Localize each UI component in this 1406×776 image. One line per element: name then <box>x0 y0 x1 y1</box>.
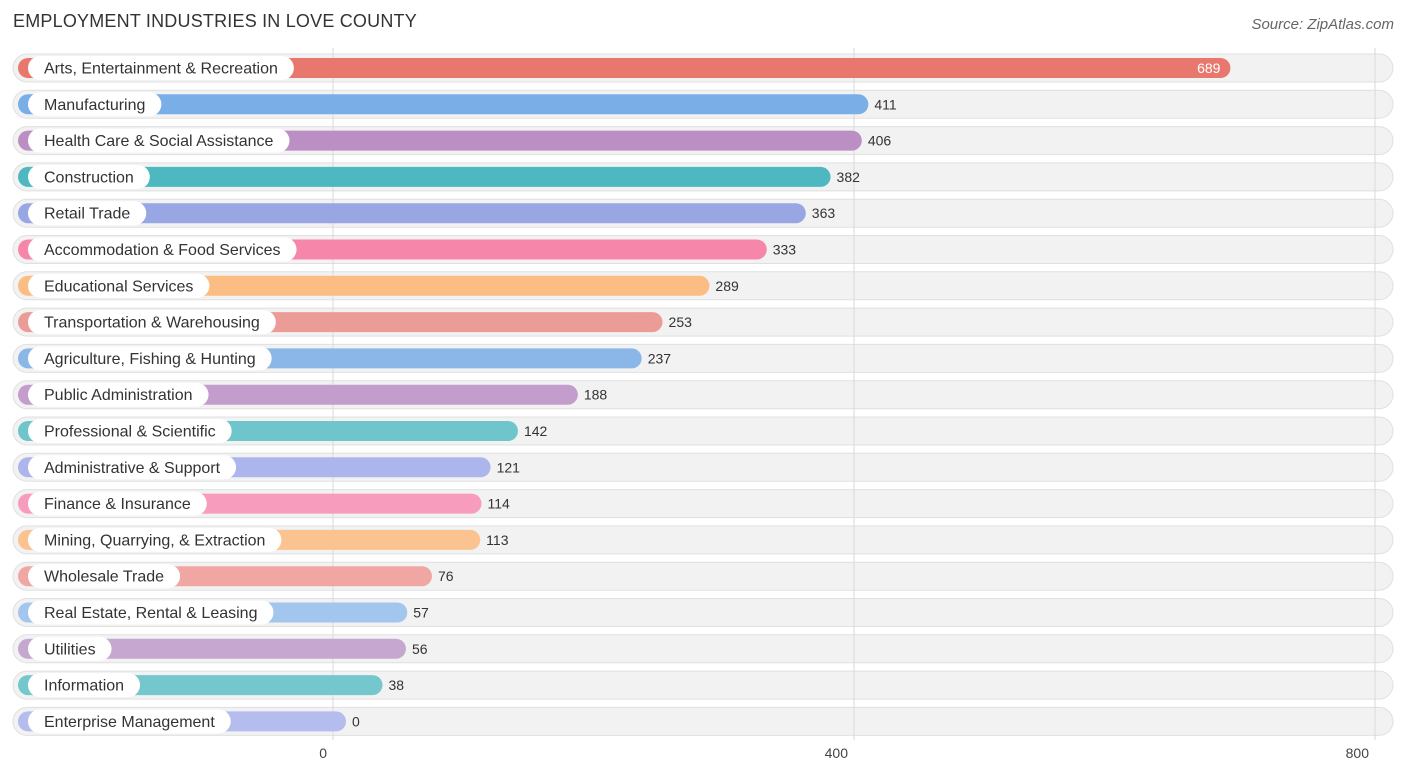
bar-row: Information 38 <box>18 673 404 698</box>
category-label-bg <box>28 128 290 153</box>
bar-row: Mining, Quarrying, & Extraction 113 <box>18 527 509 552</box>
bar-track <box>12 706 1394 736</box>
bar <box>18 203 806 224</box>
category-label-bg <box>28 419 232 443</box>
value-label: 121 <box>497 459 521 475</box>
value-label: 363 <box>812 205 836 221</box>
category-label-bg <box>28 527 282 552</box>
bar-row: Wholesale Trade 76 <box>18 564 454 589</box>
x-tick-label: 800 <box>1346 745 1370 761</box>
value-label: 253 <box>669 314 693 330</box>
category-label-bg <box>28 491 207 516</box>
category-label: Construction <box>44 169 134 186</box>
category-label-bg <box>28 92 162 117</box>
category-label: Health Care & Social Assistance <box>44 133 274 150</box>
category-label: Real Estate, Rental & Leasing <box>44 605 257 622</box>
bar-row: Health Care & Social Assistance 406 <box>18 128 892 153</box>
bar <box>18 94 869 115</box>
bar-row: Real Estate, Rental & Leasing 57 <box>18 600 429 625</box>
category-label: Finance & Insurance <box>44 496 191 513</box>
category-label: Arts, Entertainment & Recreation <box>44 61 278 78</box>
bar-row: Transportation & Warehousing 253 <box>18 310 693 335</box>
bar-row: Arts, Entertainment & Recreation 689 <box>18 56 1231 80</box>
chart-title: EMPLOYMENT INDUSTRIES IN LOVE COUNTY <box>13 11 417 31</box>
bar-row: Utilities 56 <box>18 636 428 661</box>
bar-row: Agriculture, Fishing & Hunting 237 <box>18 346 672 371</box>
category-label-bg <box>28 455 237 480</box>
category-label: Public Administration <box>44 387 193 404</box>
category-label-bg <box>28 201 147 226</box>
value-label: 0 <box>352 713 360 729</box>
category-label: Administrative & Support <box>44 460 221 477</box>
value-label: 333 <box>773 242 797 258</box>
x-tick-label: 400 <box>825 745 849 761</box>
category-label: Wholesale Trade <box>44 569 164 586</box>
bar-row: Educational Services 289 <box>18 273 739 298</box>
bar-row: Finance & Insurance 114 <box>18 491 510 516</box>
category-label-bg <box>28 564 181 589</box>
bar-row: Accommodation & Food Services 333 <box>18 237 797 262</box>
bar-row: Administrative & Support 121 <box>18 455 521 480</box>
category-label: Information <box>44 678 124 695</box>
category-label: Retail Trade <box>44 206 130 223</box>
bar-row: Public Administration 188 <box>18 382 608 407</box>
value-label: 237 <box>648 350 672 366</box>
category-label-bg <box>28 310 276 335</box>
category-label: Utilities <box>44 641 96 658</box>
category-label-bg <box>28 273 210 298</box>
category-label-bg <box>28 673 141 698</box>
category-label: Mining, Quarrying, & Extraction <box>44 532 265 549</box>
bar <box>18 638 406 659</box>
value-label: 289 <box>715 278 739 294</box>
category-label-bg <box>28 382 209 407</box>
value-label: 689 <box>1197 60 1221 76</box>
value-label: 56 <box>412 641 428 657</box>
category-label-bg <box>28 600 274 625</box>
value-label: 114 <box>487 496 510 512</box>
category-label: Professional & Scientific <box>44 424 216 441</box>
category-label: Educational Services <box>44 278 193 295</box>
category-label-bg <box>28 237 297 262</box>
category-label-bg <box>28 56 294 80</box>
value-label: 188 <box>584 387 608 403</box>
value-label: 411 <box>874 96 897 112</box>
category-label-bg <box>28 709 231 734</box>
category-label-bg <box>28 164 150 189</box>
category-label: Agriculture, Fishing & Hunting <box>44 351 256 368</box>
value-label: 382 <box>837 169 861 185</box>
value-label: 38 <box>388 677 404 693</box>
category-label-bg <box>28 346 272 371</box>
category-label-bg <box>28 636 112 661</box>
category-label: Manufacturing <box>44 97 145 114</box>
bar-row: Construction 382 <box>18 164 861 189</box>
category-label: Enterprise Management <box>44 714 215 731</box>
value-label: 57 <box>413 605 429 621</box>
value-label: 113 <box>486 532 509 548</box>
source-label: Source: ZipAtlas.com <box>1251 16 1394 33</box>
bar-row: Enterprise Management 0 <box>18 709 360 734</box>
bar-row: Manufacturing 411 <box>18 92 897 117</box>
bar <box>18 58 1231 78</box>
bar-row: Professional & Scientific 142 <box>18 419 548 443</box>
value-label: 142 <box>524 423 548 439</box>
bar-row: Retail Trade 363 <box>18 201 836 226</box>
value-label: 76 <box>438 568 454 584</box>
category-label: Accommodation & Food Services <box>44 242 281 259</box>
bar <box>18 166 831 187</box>
value-label: 406 <box>868 133 892 149</box>
category-label: Transportation & Warehousing <box>44 315 260 332</box>
x-tick-label: 0 <box>319 745 327 761</box>
